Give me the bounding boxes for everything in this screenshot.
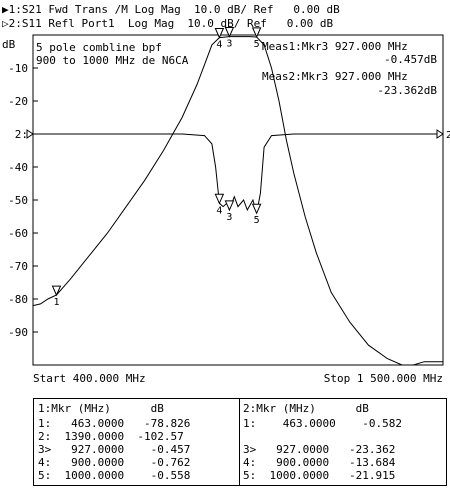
svg-text:5: 5 <box>254 39 260 50</box>
table-row: 5: 1000.0000 -0.558 <box>38 469 191 482</box>
marker-table: 1:Mkr (MHz) dB 1: 463.0000 -78.826 2: 13… <box>33 398 447 486</box>
svg-text:5: 5 <box>254 215 260 226</box>
svg-text:4: 4 <box>216 40 222 51</box>
ref-marker-left <box>26 129 34 139</box>
plot-title-line2: 900 to 1000 MHz de N6CA <box>36 54 189 67</box>
y-tick-label: -20 <box>8 95 28 108</box>
table-row: 5: 1000.0000 -21.915 <box>243 469 396 482</box>
trace1-marker-4: 4 <box>214 28 225 51</box>
marker-table-trace1: 1:Mkr (MHz) dB 1: 463.0000 -78.826 2: 13… <box>34 399 240 485</box>
y-tick-label: -90 <box>8 326 28 339</box>
trace-2-line <box>33 133 443 214</box>
y-tick-label: -80 <box>8 293 28 306</box>
y-tick-label: -40 <box>8 161 28 174</box>
trace2-marker-3: 3 <box>224 200 235 223</box>
trace2-header: ▷2:S11 Refl Port1 Log Mag 10.0 dB/ Ref 0… <box>2 17 334 30</box>
trace2-marker-4: 4 <box>214 193 225 216</box>
y-tick-label: -10 <box>8 62 28 75</box>
y-tick-label: 2: <box>15 128 28 141</box>
table-row: 3> 927.0000 -0.457 <box>38 443 191 456</box>
trace2-marker-5: 5 <box>251 203 262 226</box>
marker-table-header: 2:Mkr (MHz) dB <box>243 402 369 415</box>
table-row: 3> 927.0000 -23.362 <box>243 443 396 456</box>
table-row: 1: 463.0000 -78.826 <box>38 417 191 430</box>
meas2-line1: Meas2:Mkr3 927.000 MHz <box>262 70 408 83</box>
meas1-line2: -0.457dB <box>384 53 437 66</box>
svg-text:3: 3 <box>226 212 232 223</box>
svg-text:4: 4 <box>216 205 222 216</box>
y-tick-label: -50 <box>8 194 28 207</box>
meas2-line2: -23.362dB <box>377 84 437 97</box>
meas1-line1: Meas1:Mkr3 927.000 MHz <box>262 40 408 53</box>
ref-marker-right-arrow <box>436 129 444 139</box>
svg-text:1: 1 <box>53 297 59 308</box>
ref-marker-right: 2 <box>446 130 450 141</box>
trace1-marker-3: 3 <box>224 27 235 50</box>
table-row: 4: 900.0000 -13.684 <box>243 456 396 469</box>
trace1-header: ▶1:S21 Fwd Trans /M Log Mag 10.0 dB/ Ref… <box>2 3 340 16</box>
plot-title-line1: 5 pole combline bpf <box>36 41 162 54</box>
table-row: 1: 463.0000 -0.582 <box>243 417 402 430</box>
trace-1-line <box>32 36 443 366</box>
marker-table-header: 1:Mkr (MHz) dB <box>38 402 164 415</box>
trace1-marker-5: 5 <box>251 27 262 50</box>
table-row: 2: 1390.0000 -102.57 <box>38 430 184 443</box>
stop-frequency: Stop 1 500.000 MHz <box>324 372 443 385</box>
y-tick-label: -60 <box>8 227 28 240</box>
y-tick-labels: -10 -20 2: -40 -50 -60 -70 -80 -90 <box>8 62 28 339</box>
traces <box>32 36 443 366</box>
y-tick-label: -70 <box>8 260 28 273</box>
table-row: 4: 900.0000 -0.762 <box>38 456 191 469</box>
grid <box>33 67 38 333</box>
svg-text:3: 3 <box>226 39 232 50</box>
trace1-marker-1: 1 <box>51 285 62 308</box>
unit-label: dB <box>2 38 16 51</box>
marker-table-trace2: 2:Mkr (MHz) dB 1: 463.0000 -0.582 3> 927… <box>239 399 448 485</box>
start-frequency: Start 400.000 MHz <box>33 372 146 385</box>
